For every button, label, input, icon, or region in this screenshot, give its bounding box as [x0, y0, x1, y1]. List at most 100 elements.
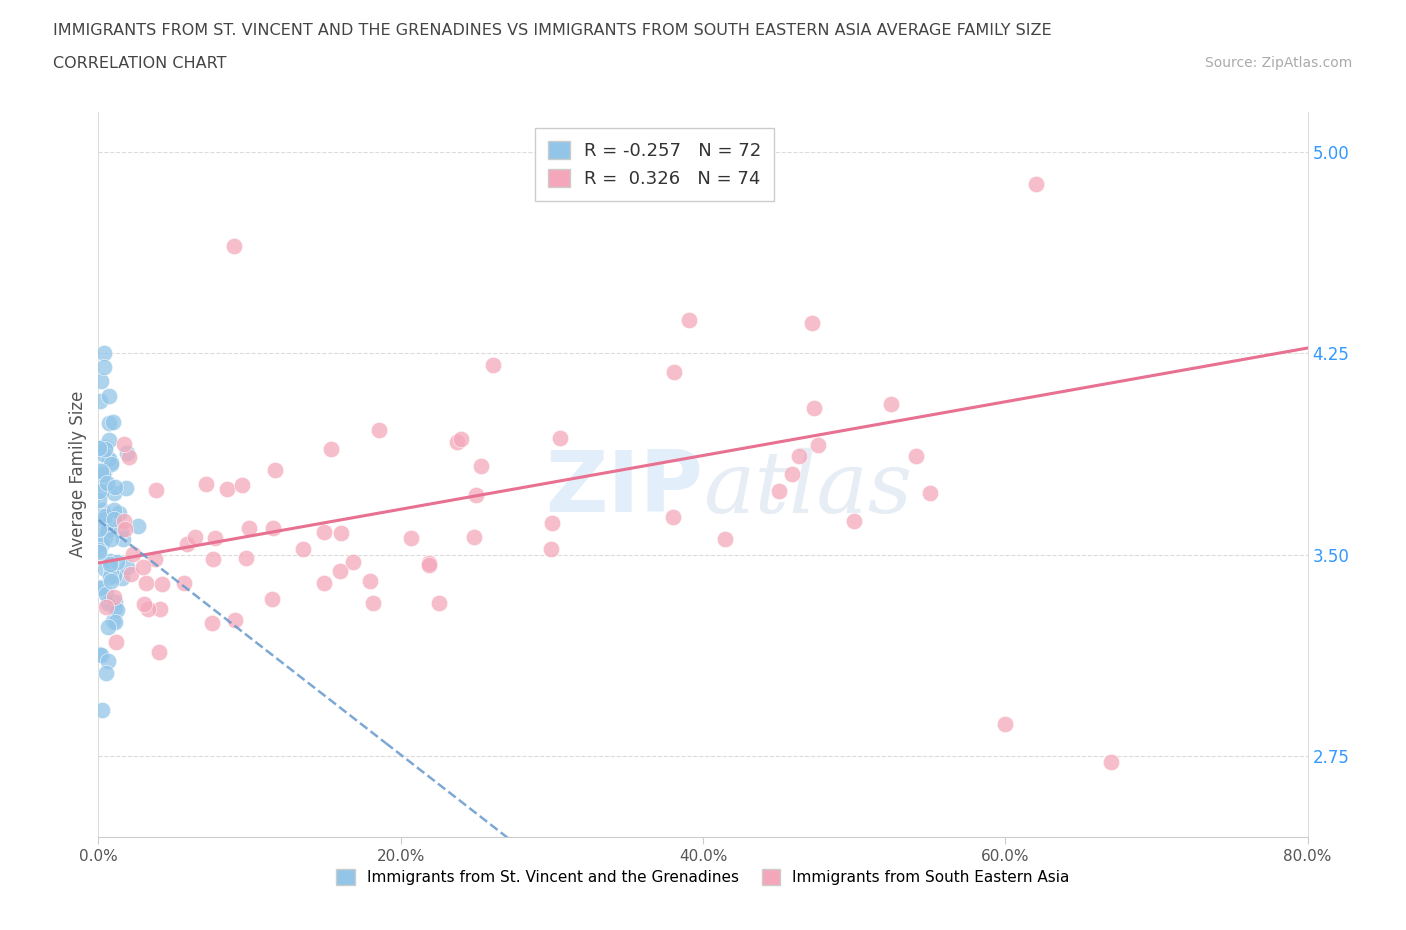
Text: ZIP: ZIP: [546, 447, 703, 530]
Point: [96, 666, 118, 681]
Point: [427, 596, 450, 611]
Point: [89, 492, 111, 507]
Point: [465, 487, 488, 502]
Point: [713, 532, 735, 547]
Point: [90, 374, 112, 389]
Point: [136, 602, 159, 617]
Point: [450, 432, 472, 446]
Point: [135, 575, 157, 590]
Point: [104, 601, 127, 616]
Point: [418, 555, 440, 570]
Point: [90, 537, 112, 551]
Point: [260, 591, 283, 606]
Point: [105, 603, 128, 618]
Point: [768, 484, 790, 498]
Point: [89, 581, 111, 596]
Point: [202, 552, 225, 567]
Point: [90, 464, 112, 479]
Point: [100, 532, 122, 547]
Point: [98, 452, 121, 467]
Point: [678, 312, 700, 327]
Point: [111, 531, 134, 546]
Point: [122, 546, 145, 561]
Point: [238, 520, 260, 535]
Point: [905, 448, 928, 463]
Point: [91, 702, 114, 717]
Point: [224, 238, 246, 253]
Point: [104, 566, 127, 581]
Point: [110, 524, 132, 538]
Point: [96, 587, 118, 602]
Point: [114, 522, 136, 537]
Point: [173, 576, 195, 591]
Point: [359, 574, 381, 589]
Point: [201, 616, 224, 631]
Point: [195, 477, 218, 492]
Point: [148, 644, 170, 659]
Point: [111, 571, 134, 586]
Point: [118, 450, 141, 465]
Point: [292, 541, 315, 556]
Point: [103, 480, 125, 495]
Point: [224, 613, 246, 628]
Point: [94, 561, 117, 576]
Point: [231, 477, 253, 492]
Point: [103, 614, 125, 629]
Point: [89, 579, 111, 594]
Point: [361, 595, 384, 610]
Point: [418, 557, 440, 572]
Point: [97, 416, 120, 431]
Point: [801, 316, 824, 331]
Point: [97, 516, 120, 531]
Point: [918, 485, 941, 500]
Point: [264, 463, 287, 478]
Point: [98, 556, 121, 571]
Point: [319, 442, 342, 457]
Point: [97, 595, 120, 610]
Point: [780, 467, 803, 482]
Point: [96, 524, 118, 538]
Point: [145, 551, 167, 566]
Point: [540, 515, 562, 530]
Point: [101, 414, 124, 429]
Text: Source: ZipAtlas.com: Source: ZipAtlas.com: [1205, 56, 1353, 70]
Point: [844, 514, 866, 529]
Point: [87, 522, 110, 537]
Point: [204, 531, 226, 546]
Point: [132, 560, 155, 575]
Point: [90, 439, 112, 454]
Point: [90, 647, 112, 662]
Point: [104, 615, 127, 630]
Point: [342, 554, 364, 569]
Point: [103, 512, 125, 526]
Point: [132, 596, 155, 611]
Point: [312, 576, 335, 591]
Point: [789, 448, 811, 463]
Point: [367, 422, 389, 437]
Point: [93, 465, 115, 480]
Point: [100, 455, 122, 470]
Point: [463, 530, 485, 545]
Point: [87, 646, 110, 661]
Point: [93, 346, 115, 361]
Point: [94, 509, 117, 524]
Point: [803, 400, 825, 415]
Point: [100, 457, 122, 472]
Point: [661, 510, 683, 525]
Point: [87, 441, 110, 456]
Point: [112, 436, 135, 451]
Point: [94, 442, 117, 457]
Point: [446, 435, 468, 450]
Point: [87, 545, 110, 560]
Point: [103, 568, 125, 583]
Point: [97, 619, 120, 634]
Point: [127, 518, 149, 533]
Point: [96, 654, 118, 669]
Text: CORRELATION CHART: CORRELATION CHART: [53, 56, 226, 71]
Point: [91, 467, 114, 482]
Point: [235, 551, 257, 565]
Point: [100, 564, 122, 578]
Point: [662, 365, 685, 379]
Point: [112, 513, 135, 528]
Point: [329, 526, 352, 541]
